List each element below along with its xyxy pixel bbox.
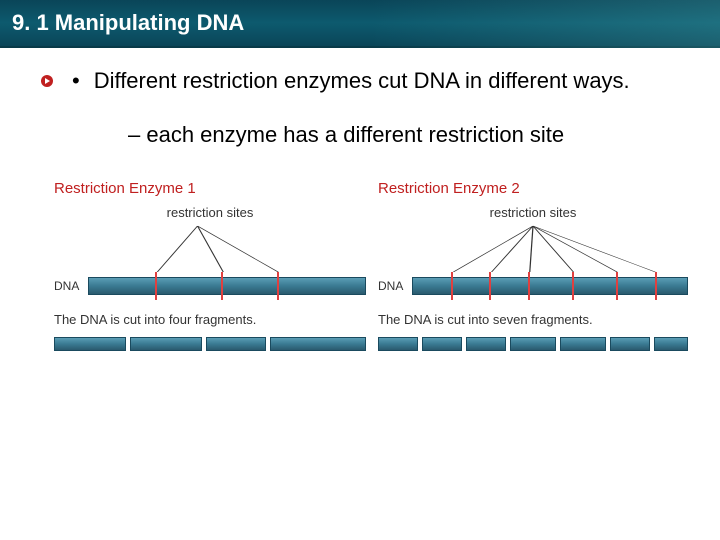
restriction-cut-mark	[528, 272, 530, 300]
enzyme1-column: Restriction Enzyme 1 restriction sites D…	[54, 180, 366, 353]
restriction-cut-mark	[655, 272, 657, 300]
bullet-dot: •	[72, 68, 80, 94]
enzyme2-site-label-row: restriction sites	[378, 205, 688, 220]
restriction-cut-mark	[277, 272, 279, 300]
indicator-line	[198, 226, 279, 272]
restriction-cut-mark	[616, 272, 618, 300]
main-bullet-row: • Different restriction enzymes cut DNA …	[40, 68, 680, 94]
enzyme2-dna-row: DNA	[378, 274, 688, 298]
enzyme2-indicator-lines	[378, 224, 688, 274]
dna-bar	[88, 277, 366, 295]
arrow-icon	[40, 74, 54, 88]
restriction-cut-mark	[489, 272, 491, 300]
dna-fragment	[130, 337, 202, 351]
indicator-line	[157, 226, 197, 272]
dna-bar	[412, 277, 688, 295]
enzyme1-cut-text: The DNA is cut into four fragments.	[54, 312, 366, 327]
enzyme1-dna-bar-wrap	[88, 274, 366, 298]
dna-fragment	[378, 337, 418, 351]
page-title: 9. 1 Manipulating DNA	[12, 10, 244, 36]
dna-fragment	[510, 337, 556, 351]
indicator-line	[533, 226, 655, 272]
enzyme2-title: Restriction Enzyme 2	[378, 180, 688, 197]
enzyme2-fragments	[378, 337, 688, 353]
enzyme1-indicator-lines	[54, 224, 366, 274]
content-area: • Different restriction enzymes cut DNA …	[0, 48, 720, 373]
header-bar: 9. 1 Manipulating DNA	[0, 0, 720, 48]
enzyme1-site-label-row: restriction sites	[54, 205, 366, 220]
dna-fragment	[270, 337, 366, 351]
header-decoration	[370, 0, 720, 48]
restriction-cut-mark	[451, 272, 453, 300]
enzyme2-site-label: restriction sites	[490, 205, 577, 220]
indicator-line	[533, 226, 617, 272]
enzyme1-fragments	[54, 337, 366, 353]
indicator-line	[533, 226, 573, 272]
sub-bullet-text: – each enzyme has a different restrictio…	[128, 122, 680, 148]
dna-fragment	[54, 337, 126, 351]
dna-fragment	[206, 337, 266, 351]
bullet-text: Different restriction enzymes cut DNA in…	[94, 68, 630, 94]
enzyme1-dna-row: DNA	[54, 274, 366, 298]
dna-fragment	[654, 337, 688, 351]
indicator-line	[198, 226, 224, 272]
enzyme1-title: Restriction Enzyme 1	[54, 180, 366, 197]
diagrams-row: Restriction Enzyme 1 restriction sites D…	[40, 180, 680, 353]
indicator-line	[492, 226, 533, 272]
indicator-line	[453, 226, 533, 272]
dna-fragment	[610, 337, 650, 351]
indicator-line	[530, 226, 533, 272]
restriction-cut-mark	[572, 272, 574, 300]
dna-fragment	[422, 337, 462, 351]
restriction-cut-mark	[155, 272, 157, 300]
dna-fragment	[466, 337, 506, 351]
enzyme2-column: Restriction Enzyme 2 restriction sites D…	[378, 180, 688, 353]
enzyme2-dna-label: DNA	[378, 279, 406, 293]
enzyme1-dna-label: DNA	[54, 279, 82, 293]
dna-fragment	[560, 337, 606, 351]
enzyme2-dna-bar-wrap	[412, 274, 688, 298]
enzyme2-cut-text: The DNA is cut into seven fragments.	[378, 312, 688, 327]
restriction-cut-mark	[221, 272, 223, 300]
enzyme1-site-label: restriction sites	[167, 205, 254, 220]
